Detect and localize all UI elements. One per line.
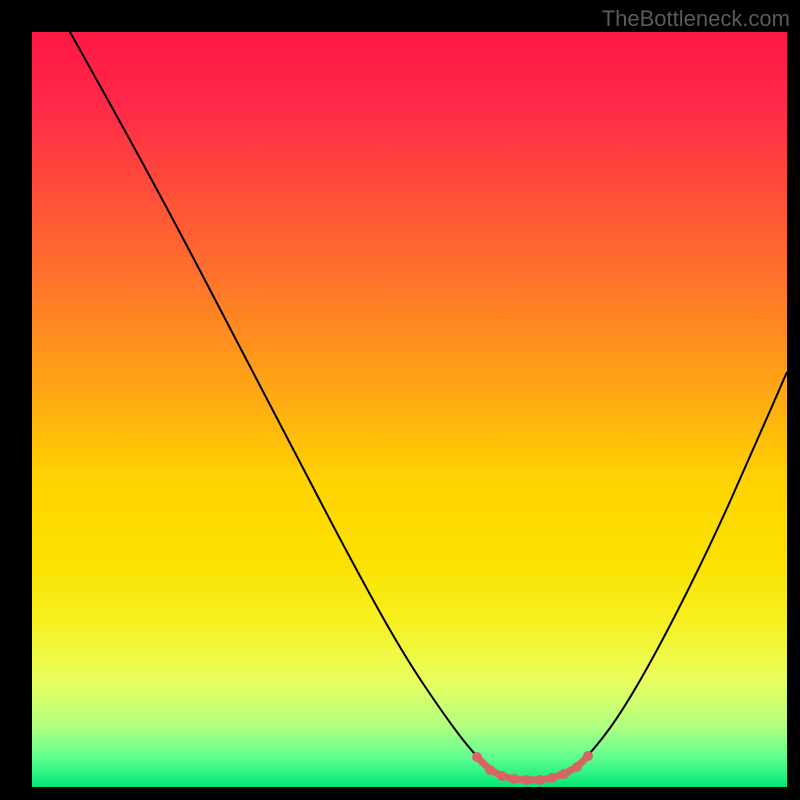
bottleneck-curve (70, 32, 787, 780)
chart-area (32, 32, 787, 787)
watermark-text: TheBottleneck.com (602, 6, 790, 32)
chart-curves (32, 32, 787, 787)
